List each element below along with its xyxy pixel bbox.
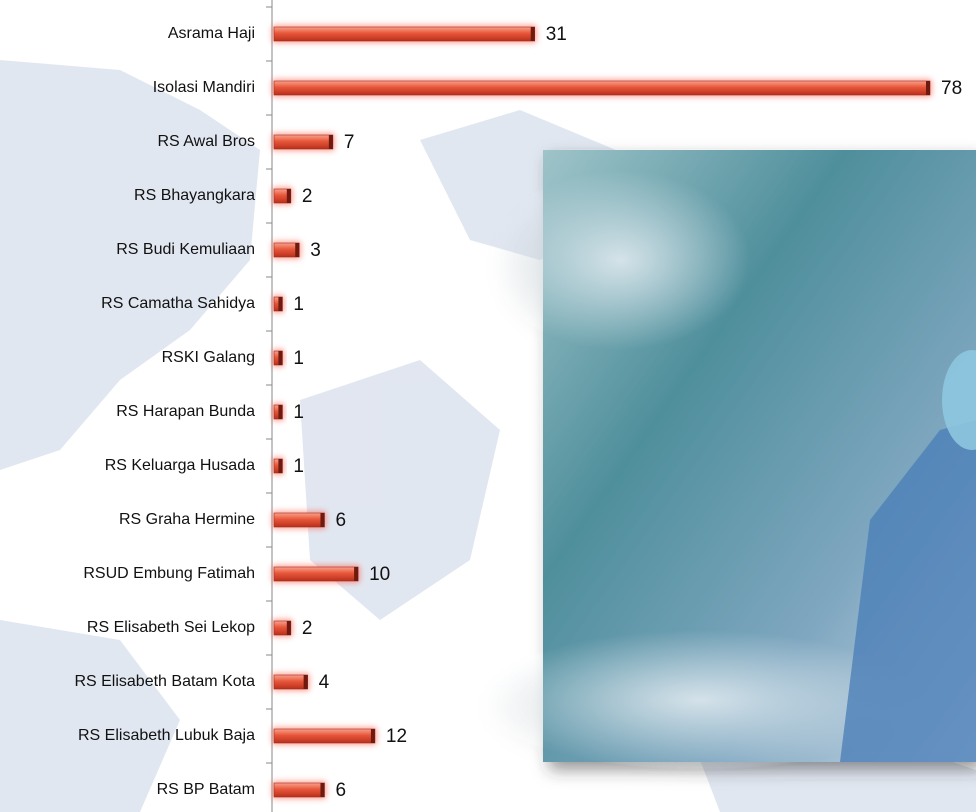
value-label: 31 — [546, 24, 567, 45]
background-map — [0, 60, 976, 812]
category-label: RS Elisabeth Lubuk Baja — [78, 727, 255, 744]
bar — [273, 26, 536, 42]
bar — [273, 782, 325, 798]
value-label: 6 — [335, 510, 346, 531]
category-label: RSUD Embung Fatimah — [83, 565, 255, 582]
category-label: RS Bhayangkara — [134, 187, 255, 204]
value-label: 4 — [319, 672, 330, 693]
photo — [480, 150, 976, 770]
bar-end — [278, 405, 283, 419]
bar-end — [295, 243, 300, 257]
category-label: RS Camatha Sahidya — [101, 295, 255, 312]
bar — [273, 134, 334, 150]
value-label: 2 — [302, 618, 313, 639]
value-label: 7 — [344, 132, 355, 153]
bar-end — [320, 783, 325, 797]
value-label: 1 — [293, 456, 304, 477]
category-label: RS Budi Kemuliaan — [116, 241, 255, 258]
bar-end — [328, 135, 333, 149]
bar-end — [370, 729, 375, 743]
category-label: Asrama Haji — [168, 25, 255, 42]
bar — [273, 728, 376, 744]
category-label: RSKI Galang — [162, 349, 255, 366]
bar-end — [286, 621, 291, 635]
category-label: RS Graha Hermine — [119, 511, 255, 528]
bar-end — [286, 189, 291, 203]
category-label: RS BP Batam — [157, 781, 255, 798]
category-label: RS Elisabeth Batam Kota — [74, 673, 255, 690]
bar-end — [278, 459, 283, 473]
value-label: 78 — [941, 78, 962, 99]
bar-end — [354, 567, 359, 581]
value-label: 1 — [293, 348, 304, 369]
bar-end — [303, 675, 308, 689]
bar-end — [278, 297, 283, 311]
bar-end — [278, 351, 283, 365]
value-label: 2 — [302, 186, 313, 207]
value-label: 3 — [310, 240, 321, 261]
category-label: RS Keluarga Husada — [105, 457, 255, 474]
bar — [273, 80, 931, 96]
category-label: Isolasi Mandiri — [153, 79, 255, 96]
bar-end — [926, 81, 930, 95]
bar — [273, 566, 359, 582]
value-label: 12 — [386, 726, 407, 747]
category-label: RS Awal Bros — [157, 133, 255, 150]
value-label: 1 — [293, 294, 304, 315]
category-label: RS Elisabeth Sei Lekop — [87, 619, 255, 636]
value-label: 10 — [369, 564, 390, 585]
bar-end — [320, 513, 325, 527]
value-label: 6 — [335, 780, 346, 801]
bar-end — [530, 27, 535, 41]
bar — [273, 674, 308, 690]
bar — [273, 512, 325, 528]
value-label: 1 — [293, 402, 304, 423]
category-label: RS Harapan Bunda — [116, 403, 255, 420]
